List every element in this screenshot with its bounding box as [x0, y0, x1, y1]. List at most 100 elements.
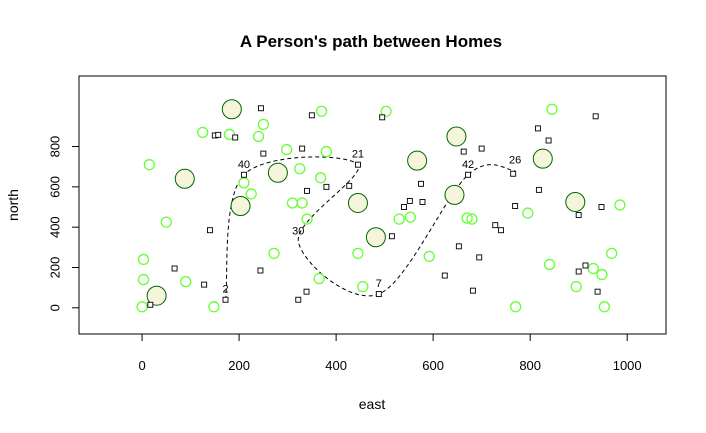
square-point	[215, 131, 222, 138]
square-point	[240, 171, 247, 178]
path-point-label: 40	[238, 159, 250, 171]
y-tick-label: 400	[48, 216, 63, 238]
square-point	[201, 281, 208, 288]
x-tick-label: 1000	[613, 358, 642, 373]
square-point	[441, 272, 448, 279]
small-circle-point	[137, 253, 150, 266]
square-point	[222, 296, 229, 303]
big-circle-point	[230, 196, 251, 217]
small-circle-point	[268, 247, 280, 260]
y-tick-label: 800	[48, 136, 63, 158]
path-point-label: 21	[352, 149, 364, 161]
small-circle-point	[570, 280, 582, 293]
path-label-layer: 2 40 21 30 7 42 26	[222, 149, 521, 296]
small-circle-point	[352, 247, 364, 260]
big-circle-point	[174, 168, 195, 189]
y-tick-label: 600	[48, 176, 63, 198]
square-point	[171, 265, 178, 272]
small-circle-point	[245, 188, 257, 200]
square-point	[476, 254, 483, 261]
small-circle-point	[296, 197, 308, 209]
square-point	[401, 204, 407, 210]
square-point	[379, 114, 386, 121]
small-circle-point	[314, 172, 327, 184]
square-point	[346, 182, 353, 189]
square-point	[308, 112, 315, 119]
small-circle-point	[543, 258, 556, 271]
path-point-label: 30	[292, 225, 304, 237]
y-tick-label: 200	[48, 257, 63, 279]
small-circle-point	[509, 301, 522, 313]
small-circle-layer	[136, 103, 626, 313]
small-circle-point	[522, 207, 534, 219]
square-point	[295, 296, 302, 303]
y-tick-label: 0	[48, 304, 63, 311]
small-circle-point	[252, 130, 265, 143]
big-circle-point	[446, 126, 467, 147]
big-circle-point	[221, 99, 242, 120]
square-layer	[147, 105, 605, 308]
small-circle-point	[596, 268, 608, 281]
small-circle-point	[380, 105, 392, 117]
big-circle-point	[532, 148, 553, 169]
chart-title: A Person's path between Homes	[240, 32, 502, 51]
y-axis: 0 200 400 600 800	[48, 136, 80, 311]
small-circle-point	[461, 212, 473, 224]
square-point	[582, 262, 589, 269]
small-circle-point	[160, 216, 172, 228]
square-point	[323, 183, 330, 190]
small-circle-point	[320, 145, 333, 158]
square-point	[257, 267, 264, 274]
square-point	[207, 227, 213, 234]
x-tick-label: 200	[228, 358, 250, 373]
small-circle-point	[137, 273, 150, 286]
big-circle-layer	[146, 99, 586, 306]
small-circle-point	[301, 213, 313, 225]
big-circle-point	[407, 150, 428, 171]
square-point	[465, 171, 472, 178]
square-point	[375, 291, 382, 298]
small-circle-point	[143, 159, 155, 171]
x-tick-label: 400	[325, 358, 347, 373]
small-circle-point	[313, 272, 325, 285]
square-point	[257, 105, 264, 112]
dashed-path-line	[225, 156, 516, 300]
big-circle-point	[146, 285, 167, 306]
square-point	[592, 113, 599, 120]
small-circle-point	[180, 275, 192, 288]
square-point	[147, 301, 154, 308]
small-circle-point	[197, 126, 209, 139]
small-circle-point	[587, 262, 599, 275]
x-axis: 0 200 400 600 800 1000	[138, 333, 642, 373]
square-point	[260, 150, 267, 157]
x-tick-label: 600	[422, 358, 444, 373]
x-tick-label: 800	[519, 358, 541, 373]
small-circle-point	[208, 301, 220, 313]
x-tick-label: 0	[138, 358, 145, 373]
small-circle-point	[294, 163, 306, 175]
square-point	[232, 134, 239, 141]
small-circle-point	[238, 177, 250, 189]
square-point	[498, 227, 505, 234]
small-circle-point	[223, 128, 236, 141]
square-point	[594, 288, 601, 295]
square-point	[575, 268, 582, 275]
square-point	[455, 243, 462, 250]
y-axis-label: north	[5, 189, 21, 221]
small-circle-point	[404, 211, 416, 223]
big-circle-point	[444, 184, 465, 205]
big-circle-point	[347, 192, 368, 213]
big-circle-point	[365, 227, 386, 248]
small-circle-point	[286, 197, 299, 209]
small-circle-point	[423, 250, 435, 263]
x-axis-label: east	[359, 396, 386, 412]
small-circle-point	[315, 105, 328, 117]
square-point	[419, 199, 426, 205]
square-point	[460, 148, 467, 155]
big-circle-point	[267, 162, 288, 183]
path-layer	[225, 156, 516, 300]
square-point	[303, 288, 310, 295]
square-point	[534, 125, 541, 132]
path-point-label: 7	[376, 278, 382, 290]
